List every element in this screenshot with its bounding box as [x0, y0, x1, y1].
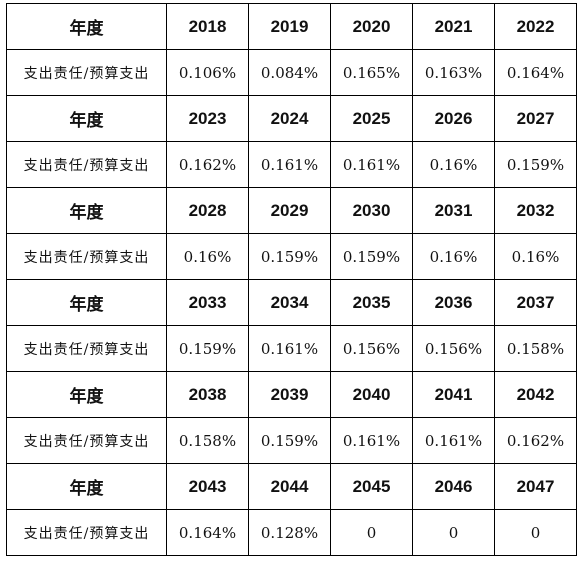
ratio-row: 支出责任/预算支出 0.159% 0.161% 0.156% 0.156% 0.158%: [6, 325, 577, 372]
year-row-label: 年度: [6, 187, 167, 234]
ratio-value-cell: 0.158%: [166, 417, 249, 464]
year-row-label: 年度: [6, 95, 167, 142]
ratio-value-cell: 0.106%: [166, 49, 249, 96]
year-row: 年度 2023 2024 2025 2026 2027: [6, 95, 577, 142]
ratio-value-cell: 0.16%: [412, 233, 495, 280]
ratio-value-cell: 0.161%: [330, 417, 413, 464]
year-cell: 2024: [248, 95, 331, 142]
year-cell: 2022: [494, 3, 577, 50]
year-cell: 2019: [248, 3, 331, 50]
ratio-value-cell: 0.156%: [330, 325, 413, 372]
year-cell: 2042: [494, 371, 577, 418]
ratio-value-cell: 0.162%: [166, 141, 249, 188]
year-cell: 2041: [412, 371, 495, 418]
year-cell: 2021: [412, 3, 495, 50]
year-row: 年度 2028 2029 2030 2031 2032: [6, 187, 577, 234]
year-row: 年度 2018 2019 2020 2021 2022: [6, 3, 577, 50]
ratio-value-cell: 0.128%: [248, 509, 331, 556]
ratio-value-cell: 0.159%: [248, 417, 331, 464]
ratio-value-cell: 0.084%: [248, 49, 331, 96]
year-cell: 2038: [166, 371, 249, 418]
ratio-row-label: 支出责任/预算支出: [6, 141, 167, 188]
ratio-row-label: 支出责任/预算支出: [6, 417, 167, 464]
year-cell: 2040: [330, 371, 413, 418]
year-row: 年度 2038 2039 2040 2041 2042: [6, 371, 577, 418]
ratio-value-cell: 0.163%: [412, 49, 495, 96]
year-cell: 2029: [248, 187, 331, 234]
ratio-value-cell: 0: [412, 509, 495, 556]
ratio-value-cell: 0.158%: [494, 325, 577, 372]
year-cell: 2034: [248, 279, 331, 326]
expenditure-ratio-table: 年度 2018 2019 2020 2021 2022 支出责任/预算支出 0.106% 0.0…: [6, 3, 577, 556]
data-table-wrapper: 年度 2018 2019 2020 2021 2022 支出责任/预算支出 0.106% 0.0…: [6, 3, 577, 556]
ratio-value-cell: 0.162%: [494, 417, 577, 464]
ratio-row-label: 支出责任/预算支出: [6, 49, 167, 96]
year-row-label: 年度: [6, 463, 167, 510]
ratio-value-cell: 0.161%: [248, 141, 331, 188]
ratio-row: 支出责任/预算支出 0.16% 0.159% 0.159% 0.16% 0.16%: [6, 233, 577, 280]
year-row: 年度 2033 2034 2035 2036 2037: [6, 279, 577, 326]
year-cell: 2035: [330, 279, 413, 326]
ratio-value-cell: 0.161%: [330, 141, 413, 188]
year-cell: 2045: [330, 463, 413, 510]
year-row-label: 年度: [6, 3, 167, 50]
year-cell: 2026: [412, 95, 495, 142]
ratio-value-cell: 0.164%: [494, 49, 577, 96]
year-cell: 2031: [412, 187, 495, 234]
year-cell: 2030: [330, 187, 413, 234]
ratio-row: 支出责任/预算支出 0.164% 0.128% 0 0 0: [6, 509, 577, 556]
ratio-value-cell: 0.156%: [412, 325, 495, 372]
year-cell: 2037: [494, 279, 577, 326]
ratio-value-cell: 0.161%: [412, 417, 495, 464]
year-cell: 2023: [166, 95, 249, 142]
year-row-label: 年度: [6, 279, 167, 326]
ratio-value-cell: 0.159%: [166, 325, 249, 372]
year-cell: 2044: [248, 463, 331, 510]
year-row-label: 年度: [6, 371, 167, 418]
ratio-value-cell: 0.165%: [330, 49, 413, 96]
year-cell: 2032: [494, 187, 577, 234]
ratio-row-label: 支出责任/预算支出: [6, 233, 167, 280]
year-cell: 2047: [494, 463, 577, 510]
ratio-row: 支出责任/预算支出 0.106% 0.084% 0.165% 0.163% 0.164%: [6, 49, 577, 96]
year-cell: 2027: [494, 95, 577, 142]
year-row: 年度 2043 2044 2045 2046 2047: [6, 463, 577, 510]
ratio-value-cell: 0.159%: [494, 141, 577, 188]
year-cell: 2036: [412, 279, 495, 326]
ratio-value-cell: 0.16%: [166, 233, 249, 280]
ratio-value-cell: 0.161%: [248, 325, 331, 372]
ratio-value-cell: 0: [494, 509, 577, 556]
ratio-row-label: 支出责任/预算支出: [6, 509, 167, 556]
year-cell: 2018: [166, 3, 249, 50]
year-cell: 2043: [166, 463, 249, 510]
table-body: 年度 2018 2019 2020 2021 2022 支出责任/预算支出 0.106% 0.0…: [6, 3, 577, 556]
year-cell: 2025: [330, 95, 413, 142]
ratio-value-cell: 0.16%: [494, 233, 577, 280]
year-cell: 2039: [248, 371, 331, 418]
ratio-value-cell: 0.16%: [412, 141, 495, 188]
ratio-value-cell: 0.164%: [166, 509, 249, 556]
ratio-value-cell: 0: [330, 509, 413, 556]
ratio-value-cell: 0.159%: [330, 233, 413, 280]
ratio-value-cell: 0.159%: [248, 233, 331, 280]
ratio-row-label: 支出责任/预算支出: [6, 325, 167, 372]
year-cell: 2046: [412, 463, 495, 510]
year-cell: 2028: [166, 187, 249, 234]
ratio-row: 支出责任/预算支出 0.162% 0.161% 0.161% 0.16% 0.159%: [6, 141, 577, 188]
ratio-row: 支出责任/预算支出 0.158% 0.159% 0.161% 0.161% 0.162%: [6, 417, 577, 464]
year-cell: 2033: [166, 279, 249, 326]
year-cell: 2020: [330, 3, 413, 50]
